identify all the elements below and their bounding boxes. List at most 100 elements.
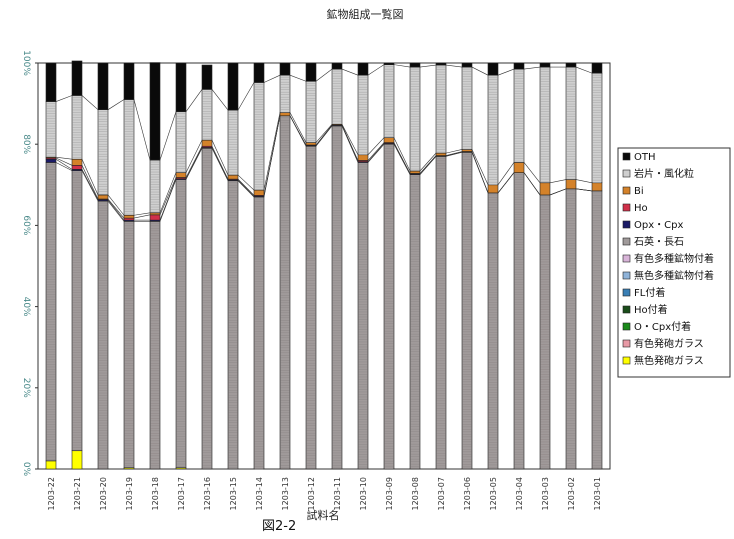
series-line — [185, 140, 203, 173]
series-line — [445, 64, 463, 68]
series-line — [471, 151, 489, 194]
bar-stack — [383, 62, 395, 470]
y-tick-label: 100% — [21, 50, 31, 76]
x-tick-label: 1203-06 — [463, 477, 472, 510]
x-tick-label: 1203-14 — [255, 477, 264, 510]
x-tick-label: 1203-03 — [541, 477, 550, 510]
bar-stack — [97, 62, 109, 470]
bar-stack — [357, 62, 369, 470]
bar-segment — [227, 109, 239, 176]
bar-stack — [227, 62, 239, 470]
legend-label: Ho — [634, 203, 648, 214]
bar-stack — [305, 62, 317, 470]
bar-segment — [487, 62, 499, 76]
bar-stack — [175, 62, 187, 470]
legend-swatch — [622, 152, 631, 161]
x-tick-label: 1203-08 — [411, 477, 420, 510]
legend-swatch — [622, 322, 631, 331]
bar-segment — [565, 62, 577, 68]
legend-label: Opx・Cpx — [634, 220, 683, 231]
series-line — [419, 156, 437, 175]
bar-segment — [305, 62, 317, 82]
legend-label: Bi — [634, 186, 644, 197]
legend-label: Ho付着 — [634, 303, 668, 316]
series-line — [237, 174, 255, 191]
series-line — [497, 68, 515, 76]
bar-stack — [201, 64, 213, 470]
legend-swatch — [622, 237, 631, 246]
series-line — [185, 148, 203, 180]
x-tick-label: 1203-13 — [281, 477, 290, 510]
bar-segment — [253, 196, 265, 470]
x-axis: 1203-22 1203-21 1203-20 1203-19 1203-18 1203-… — [47, 477, 602, 510]
series-line — [211, 146, 229, 180]
bar-segment — [357, 162, 369, 470]
bar-segment — [591, 72, 603, 184]
x-tick-label: 1203-02 — [567, 477, 576, 510]
legend-box — [617, 147, 731, 378]
bar-segment — [149, 62, 161, 161]
bar-segment — [175, 179, 187, 469]
series-line — [289, 74, 307, 82]
legend-swatch — [622, 254, 631, 263]
bar-segment — [435, 64, 447, 154]
series-line — [107, 199, 125, 221]
bar-segment — [591, 190, 603, 470]
legend-label: FL付着 — [634, 286, 665, 299]
series-line — [289, 115, 307, 146]
series-line — [185, 89, 203, 112]
bar-stack — [71, 60, 83, 470]
series-line — [315, 124, 333, 146]
bar-segment — [201, 64, 213, 90]
series-line — [393, 142, 411, 174]
bars-group — [45, 60, 603, 470]
bar-segment — [357, 154, 369, 161]
series-line — [55, 158, 73, 170]
bar-segment — [461, 152, 473, 470]
bar-segment — [383, 137, 395, 143]
series-line — [419, 155, 437, 174]
bar-stack — [487, 62, 499, 470]
series-line — [107, 200, 125, 222]
bar-segment — [409, 62, 421, 68]
bar-stack — [123, 62, 135, 470]
bar-segment — [45, 460, 57, 470]
series-line — [55, 157, 73, 166]
bar-segment — [45, 62, 57, 102]
bar-stack — [45, 62, 57, 470]
series-line — [315, 124, 333, 143]
series-line — [367, 143, 385, 162]
bar-segment — [253, 189, 265, 196]
plot-frame — [37, 62, 611, 470]
bar-stack — [461, 62, 473, 470]
bar-segment — [331, 125, 343, 470]
y-axis: 0% 20% 40% 60% 80% 100% — [21, 50, 38, 477]
bar-segment — [435, 152, 447, 156]
y-tick-label: 0% — [21, 462, 31, 477]
series-line — [445, 151, 463, 157]
legend-label: O・Cpx付着 — [634, 320, 691, 333]
bar-segment — [45, 162, 57, 462]
bar-segment — [487, 74, 499, 186]
series-line — [419, 152, 437, 172]
bar-segment — [513, 62, 525, 70]
series-line — [289, 112, 307, 143]
bar-segment — [383, 143, 395, 470]
series-line — [133, 214, 151, 219]
series-line — [523, 66, 541, 70]
series-line — [445, 149, 463, 154]
bar-segment — [279, 62, 291, 76]
series-line — [237, 178, 255, 196]
legend-label: 岩片・風化粒 — [634, 167, 694, 180]
bar-segment — [175, 111, 187, 173]
bar-segment — [201, 147, 213, 470]
bar-stack — [565, 62, 577, 470]
bar-stack — [539, 62, 551, 470]
x-tick-label: 1203-22 — [47, 477, 56, 510]
series-line — [211, 89, 229, 111]
series-line — [107, 194, 125, 216]
series-line — [341, 124, 359, 161]
series-line — [159, 177, 177, 215]
x-tick-label: 1203-18 — [151, 477, 160, 510]
series-line — [107, 198, 125, 219]
